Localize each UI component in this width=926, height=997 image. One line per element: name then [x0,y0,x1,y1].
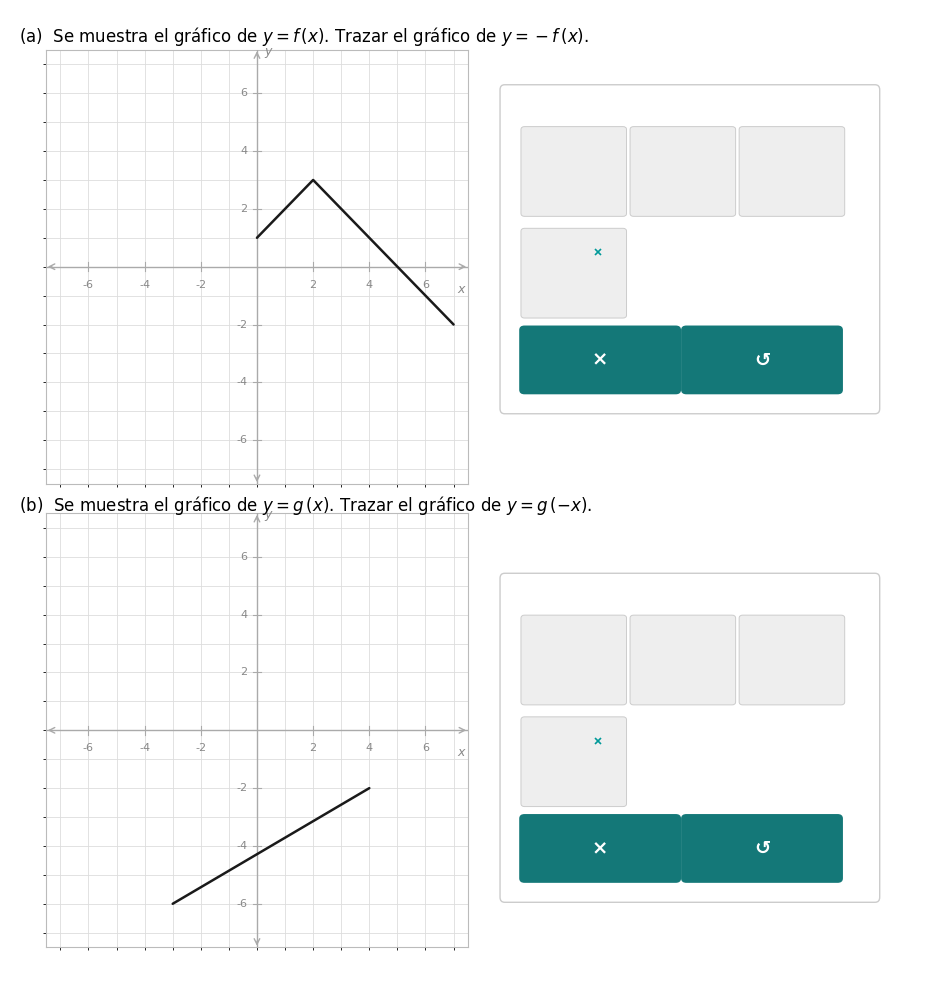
Text: $x$: $x$ [457,746,467,759]
FancyBboxPatch shape [630,615,735,705]
Text: $y$: $y$ [264,46,274,60]
FancyBboxPatch shape [739,127,845,216]
Text: -4: -4 [236,840,247,851]
FancyBboxPatch shape [535,157,612,192]
Text: -4: -4 [139,280,150,290]
FancyBboxPatch shape [630,127,735,216]
Text: 2: 2 [240,203,247,214]
FancyBboxPatch shape [739,615,845,705]
Text: 6: 6 [240,551,247,562]
Text: -6: -6 [236,898,247,909]
Text: $x$: $x$ [457,282,467,295]
Text: $y$: $y$ [264,509,274,523]
Text: ↺: ↺ [754,350,770,370]
Text: ×: × [592,838,608,858]
Text: -2: -2 [236,319,247,330]
Text: 2: 2 [309,280,317,290]
Text: 2: 2 [309,744,317,754]
Text: ×: × [592,350,608,370]
Text: -6: -6 [83,744,94,754]
FancyBboxPatch shape [682,814,843,883]
Text: 4: 4 [240,609,247,620]
Text: (a)  Se muestra el gráfico de $y=f\,(x)$. Trazar el gráfico de $y=-f\,(x)$.: (a) Se muestra el gráfico de $y=f\,(x)$.… [19,25,588,48]
FancyBboxPatch shape [535,645,612,681]
Text: 4: 4 [366,280,373,290]
FancyBboxPatch shape [521,228,627,318]
Text: -2: -2 [236,783,247,794]
Text: -4: -4 [139,744,150,754]
Text: -6: -6 [83,280,94,290]
Text: ↺: ↺ [754,838,770,858]
Text: -2: -2 [195,280,206,290]
FancyBboxPatch shape [519,326,682,395]
Text: 4: 4 [366,744,373,754]
FancyBboxPatch shape [521,127,627,216]
Text: 4: 4 [240,146,247,157]
Text: -4: -4 [236,377,247,388]
Text: -6: -6 [236,435,247,446]
FancyBboxPatch shape [521,615,627,705]
FancyBboxPatch shape [521,717,627,807]
FancyBboxPatch shape [519,814,682,883]
Text: -2: -2 [195,744,206,754]
Text: 6: 6 [422,280,429,290]
Text: 2: 2 [240,667,247,678]
Text: 6: 6 [422,744,429,754]
Text: 6: 6 [240,88,247,99]
Text: (b)  Se muestra el gráfico de $y=g\,(x)$. Trazar el gráfico de $y=g\,(-x)$.: (b) Se muestra el gráfico de $y=g\,(x)$.… [19,494,592,516]
FancyBboxPatch shape [682,326,843,395]
